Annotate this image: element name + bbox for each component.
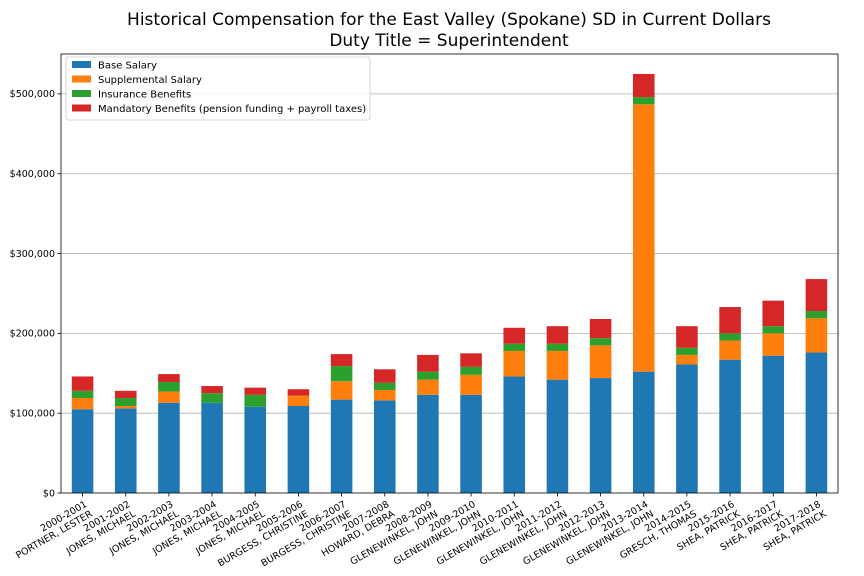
bar-segment: [201, 393, 223, 403]
bar-segment: [719, 340, 741, 360]
bar-segment: [805, 279, 828, 312]
bar-segment: [244, 394, 267, 407]
y-tick-label: $300,000: [10, 249, 55, 260]
y-tick-label: $0: [43, 488, 55, 499]
bar-segment: [719, 307, 741, 334]
bar-segment: [244, 406, 267, 493]
bar-segment: [114, 408, 137, 493]
bar-segment: [373, 390, 396, 401]
bar-segment: [805, 311, 828, 319]
legend-entry: Insurance Benefits: [98, 90, 191, 101]
y-tick-label: $100,000: [10, 408, 55, 419]
bar-segment: [330, 399, 353, 493]
bar-segment: [762, 355, 785, 493]
bar-segment: [114, 398, 137, 406]
bar-segment: [287, 405, 310, 493]
bar-segment: [373, 382, 396, 391]
bar-segment: [676, 354, 698, 365]
y-tick-label: $200,000: [10, 329, 55, 340]
legend-entry: Base Salary: [98, 61, 157, 72]
bar-segment: [71, 376, 94, 391]
bar-segment: [805, 318, 828, 353]
legend-entry: Mandatory Benefits (pension funding + pa…: [98, 104, 366, 115]
bar-segment: [589, 338, 612, 346]
bar-segment: [546, 350, 569, 380]
bar-segment: [632, 104, 655, 372]
bar-segment: [114, 405, 137, 409]
bar-segment: [546, 379, 569, 493]
bar-segment: [158, 374, 180, 383]
plot-frame: [60, 53, 839, 494]
x-axis-ticks: 2000-2001PORTNER, LESTER2001-2002JONES, …: [9, 493, 829, 569]
bar-segment: [330, 381, 353, 400]
legend-swatch: [72, 61, 91, 68]
axes: [60, 53, 839, 494]
bar-segment: [71, 390, 94, 399]
bar-segment: [762, 333, 785, 356]
chart-title-line-2: Duty Title = Superintendent: [329, 31, 569, 51]
bars: [71, 73, 828, 493]
bar-segment: [632, 73, 655, 98]
bar-segment: [589, 318, 612, 339]
legend: Base Salary Supplemental Salary Insurance …: [65, 56, 371, 121]
bar-segment: [417, 394, 439, 493]
bar-segment: [503, 350, 526, 377]
bar-segment: [330, 366, 353, 382]
bar-segment: [676, 364, 698, 493]
y-axis-ticks: $0 $100,000 $200,000 $300,000 $400,000 $500,0…: [10, 89, 61, 499]
legend-swatch: [72, 104, 91, 112]
bar-segment: [417, 371, 439, 380]
bar-segment: [676, 347, 698, 355]
bar-segment: [373, 369, 396, 383]
bar-segment: [719, 359, 741, 493]
bar-segment: [460, 374, 482, 395]
y-tick-label: $500,000: [10, 89, 55, 100]
bar-segment: [460, 353, 482, 367]
y-tick-label: $400,000: [10, 169, 55, 180]
bar-segment: [503, 343, 526, 351]
bar-segment: [762, 326, 785, 334]
bar-segment: [589, 378, 612, 493]
bar-segment: [460, 366, 482, 375]
bar-segment: [719, 333, 741, 341]
bar-segment: [114, 390, 137, 399]
bar-segment: [676, 326, 698, 348]
bar-segment: [589, 345, 612, 379]
bar-segment: [503, 327, 526, 344]
legend-entry: Supplemental Salary: [98, 75, 202, 86]
bar-segment: [287, 389, 310, 396]
bar-segment: [546, 326, 569, 344]
bar-segment: [71, 398, 94, 410]
bar-segment: [201, 386, 223, 394]
bar-segment: [201, 402, 223, 493]
bar-segment: [805, 352, 828, 493]
bar-segment: [632, 97, 655, 105]
bar-segment: [287, 395, 310, 406]
bar-segment: [244, 387, 267, 395]
bar-segment: [158, 402, 180, 493]
bar-segment: [417, 379, 439, 395]
bar-segment: [503, 376, 526, 493]
bar-segment: [71, 409, 94, 493]
bar-segment: [417, 354, 439, 372]
bar-segment: [330, 354, 353, 367]
legend-box: [65, 56, 371, 121]
x-tick-label: 2000-2001PORTNER, LESTER: [9, 499, 95, 561]
legend-swatch: [72, 90, 91, 97]
bar-segment: [158, 391, 180, 403]
bar-segment: [373, 400, 396, 493]
bar-segment: [158, 382, 180, 392]
bar-segment: [546, 343, 569, 351]
bar-segment: [632, 371, 655, 493]
legend-swatch: [72, 75, 91, 83]
bar-segment: [762, 300, 785, 327]
chart-title-line-1: Historical Compensation for the East Val…: [127, 10, 771, 30]
bar-segment: [460, 394, 482, 493]
